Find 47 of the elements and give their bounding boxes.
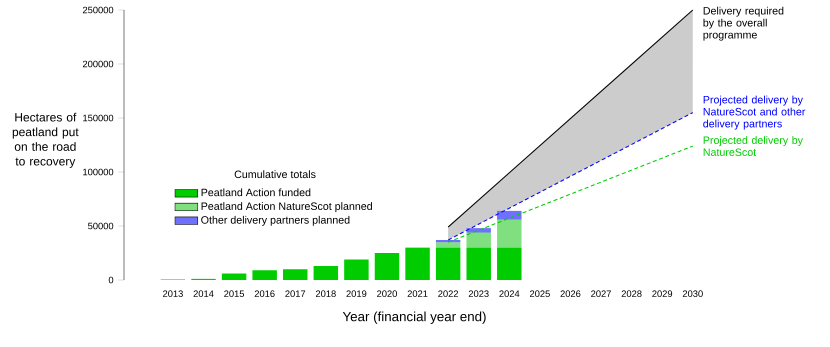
x-tick-label: 2023	[468, 290, 489, 297]
legend-label: Other delivery partners planned	[201, 216, 350, 226]
series-label: Projected delivery by NatureScot	[704, 136, 803, 156]
x-tick-label: 2019	[346, 290, 366, 297]
x-tick-label: 2022	[438, 290, 458, 297]
bar	[252, 270, 277, 280]
legend-title: Cumulative totals	[234, 170, 316, 178]
x-tick-label: 2028	[622, 290, 642, 297]
x-tick-label: 2016	[254, 290, 275, 297]
bar	[222, 274, 246, 280]
x-tick-label: 2029	[652, 290, 672, 297]
bar	[405, 248, 430, 280]
y-tick-label: 100000	[83, 168, 114, 176]
y-tick-label: 150000	[83, 114, 114, 122]
series-label: Projected delivery by NatureScot and other delivery partners	[703, 96, 806, 130]
y-axis-title: Hectares of peatland put on the road to recovery	[12, 112, 79, 168]
y-tick-label: 50000	[88, 222, 114, 230]
bar	[466, 232, 491, 248]
x-tick-label: 2015	[224, 290, 244, 297]
bar	[497, 248, 522, 280]
x-tick-label: 2021	[408, 290, 428, 297]
x-axis-title: Year (financial year end)	[342, 311, 486, 324]
bar	[283, 269, 308, 280]
x-tick-label: 2030	[682, 290, 703, 297]
bar	[436, 242, 460, 248]
bar	[466, 248, 491, 280]
legend-label: Peatland Action NatureScot planned	[202, 202, 372, 212]
bar	[374, 253, 400, 280]
y-tick-label: 200000	[82, 60, 114, 68]
x-tick-label: 2013	[163, 290, 183, 297]
series-label: Delivery required by the overall programme	[704, 6, 784, 41]
x-tick-label: 2026	[560, 290, 580, 297]
x-tick-label: 2014	[194, 290, 214, 297]
x-tick-label: 2025	[530, 290, 550, 297]
x-tick-label: 2020	[377, 290, 397, 297]
bar	[497, 220, 522, 248]
x-tick-label: 2024	[499, 290, 520, 297]
bar	[497, 210, 522, 220]
x-tick-label: 2018	[316, 290, 336, 297]
y-tick-label: 250000	[82, 6, 114, 14]
x-tick-label: 2027	[591, 290, 611, 297]
legend-label: Peatland Action funded	[202, 188, 310, 196]
bar	[314, 266, 338, 280]
x-tick-label: 2017	[285, 290, 306, 297]
bar	[436, 248, 460, 280]
bar	[344, 259, 369, 280]
y-tick-label: 0	[108, 276, 114, 284]
